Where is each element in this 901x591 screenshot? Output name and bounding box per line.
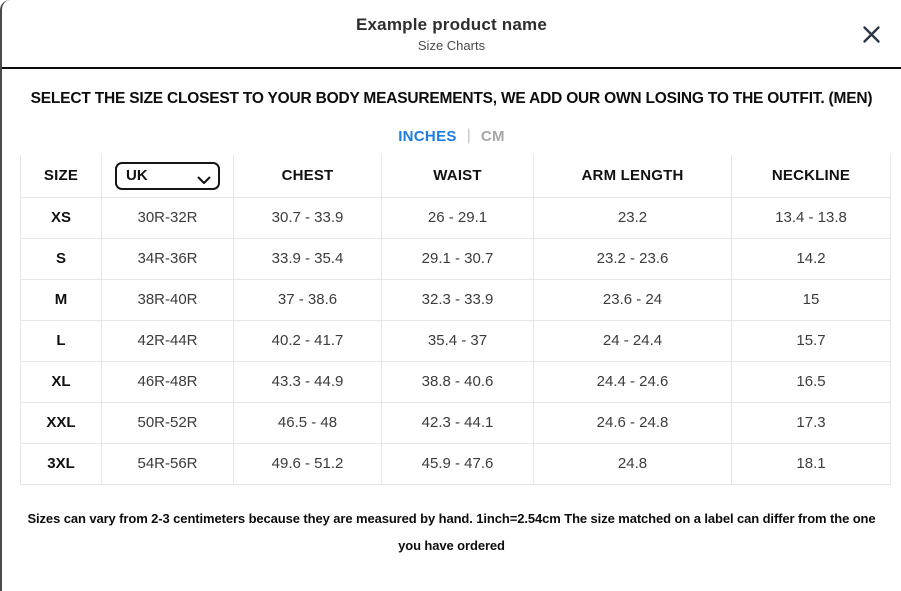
table-row: XL 46R-48R 43.3 - 44.9 38.8 - 40.6 24.4 … — [20, 360, 891, 403]
waist-value: 38.8 - 40.6 — [381, 360, 534, 403]
chest-value: 33.9 - 35.4 — [233, 237, 382, 280]
neckline-value: 14.2 — [731, 237, 891, 280]
col-header-waist: WAIST — [381, 155, 534, 198]
unit-toggle: INCHES | CM — [2, 127, 901, 145]
arm-length-value: 24.8 — [533, 442, 732, 485]
chest-value: 43.3 - 44.9 — [233, 360, 382, 403]
arm-length-value: 23.2 — [533, 196, 732, 239]
table-row: M 38R-40R 37 - 38.6 32.3 - 33.9 23.6 - 2… — [20, 278, 891, 321]
chest-value: 30.7 - 33.9 — [233, 196, 382, 239]
region-select-wrap: UK — [115, 161, 220, 190]
uk-value: 50R-52R — [101, 401, 234, 444]
col-header-region: UK — [101, 155, 234, 198]
modal-header: Example product name Size Charts — [2, 0, 901, 69]
neckline-value: 13.4 - 13.8 — [731, 196, 891, 239]
region-select[interactable]: UK — [115, 161, 220, 190]
neckline-value: 16.5 — [731, 360, 891, 403]
size-label: XS — [20, 196, 102, 239]
size-label: S — [20, 237, 102, 280]
arm-length-value: 24.4 - 24.6 — [533, 360, 732, 403]
waist-value: 42.3 - 44.1 — [381, 401, 534, 444]
size-label: L — [20, 319, 102, 362]
size-label: XXL — [20, 401, 102, 444]
footer-note: Sizes can vary from 2-3 centimeters beca… — [27, 510, 876, 553]
neckline-value: 18.1 — [731, 442, 891, 485]
arm-length-value: 23.6 - 24 — [533, 278, 732, 321]
neckline-value: 15 — [731, 278, 891, 321]
neckline-value: 15.7 — [731, 319, 891, 362]
chest-value: 37 - 38.6 — [233, 278, 382, 321]
table-row: L 42R-44R 40.2 - 41.7 35.4 - 37 24 - 24.… — [20, 319, 891, 362]
table-row: XXL 50R-52R 46.5 - 48 42.3 - 44.1 24.6 -… — [20, 401, 891, 444]
waist-value: 32.3 - 33.9 — [381, 278, 534, 321]
neckline-value: 17.3 — [731, 401, 891, 444]
arm-length-value: 23.2 - 23.6 — [533, 237, 732, 280]
waist-value: 35.4 - 37 — [381, 319, 534, 362]
tab-inches[interactable]: INCHES — [398, 127, 457, 145]
table-row: XS 30R-32R 30.7 - 33.9 26 - 29.1 23.2 13… — [20, 196, 891, 239]
chest-value: 40.2 - 41.7 — [233, 319, 382, 362]
col-header-size: SIZE — [20, 155, 102, 198]
uk-value: 38R-40R — [101, 278, 234, 321]
arm-length-value: 24 - 24.4 — [533, 319, 732, 362]
uk-value: 42R-44R — [101, 319, 234, 362]
table-row: 3XL 54R-56R 49.6 - 51.2 45.9 - 47.6 24.8… — [20, 442, 891, 485]
col-header-neckline: NECKLINE — [731, 155, 891, 198]
close-button[interactable] — [859, 22, 883, 46]
instruction-text: SELECT THE SIZE CLOSEST TO YOUR BODY MEA… — [30, 90, 873, 107]
table-header-row: SIZE UK CHEST WAIST ARM — [20, 155, 891, 198]
col-header-chest: CHEST — [233, 155, 382, 198]
unit-separator: | — [466, 127, 471, 144]
chest-value: 46.5 - 48 — [233, 401, 382, 444]
waist-value: 29.1 - 30.7 — [381, 237, 534, 280]
chest-value: 49.6 - 51.2 — [233, 442, 382, 485]
uk-value: 54R-56R — [101, 442, 234, 485]
table-row: S 34R-36R 33.9 - 35.4 29.1 - 30.7 23.2 -… — [20, 237, 891, 280]
tab-cm[interactable]: CM — [480, 127, 505, 145]
size-label: XL — [20, 360, 102, 403]
product-title: Example product name — [355, 14, 548, 34]
uk-value: 46R-48R — [101, 360, 234, 403]
col-header-arm-length: ARM LENGTH — [533, 155, 732, 198]
size-chart-table: SIZE UK CHEST WAIST ARM — [20, 155, 891, 485]
waist-value: 26 - 29.1 — [381, 196, 534, 239]
uk-value: 34R-36R — [101, 237, 234, 280]
size-label: M — [20, 278, 102, 321]
size-label: 3XL — [20, 442, 102, 485]
arm-length-value: 24.6 - 24.8 — [533, 401, 732, 444]
modal-subtitle: Size Charts — [417, 37, 486, 53]
uk-value: 30R-32R — [101, 196, 234, 239]
close-icon — [862, 25, 881, 44]
waist-value: 45.9 - 47.6 — [381, 442, 534, 485]
